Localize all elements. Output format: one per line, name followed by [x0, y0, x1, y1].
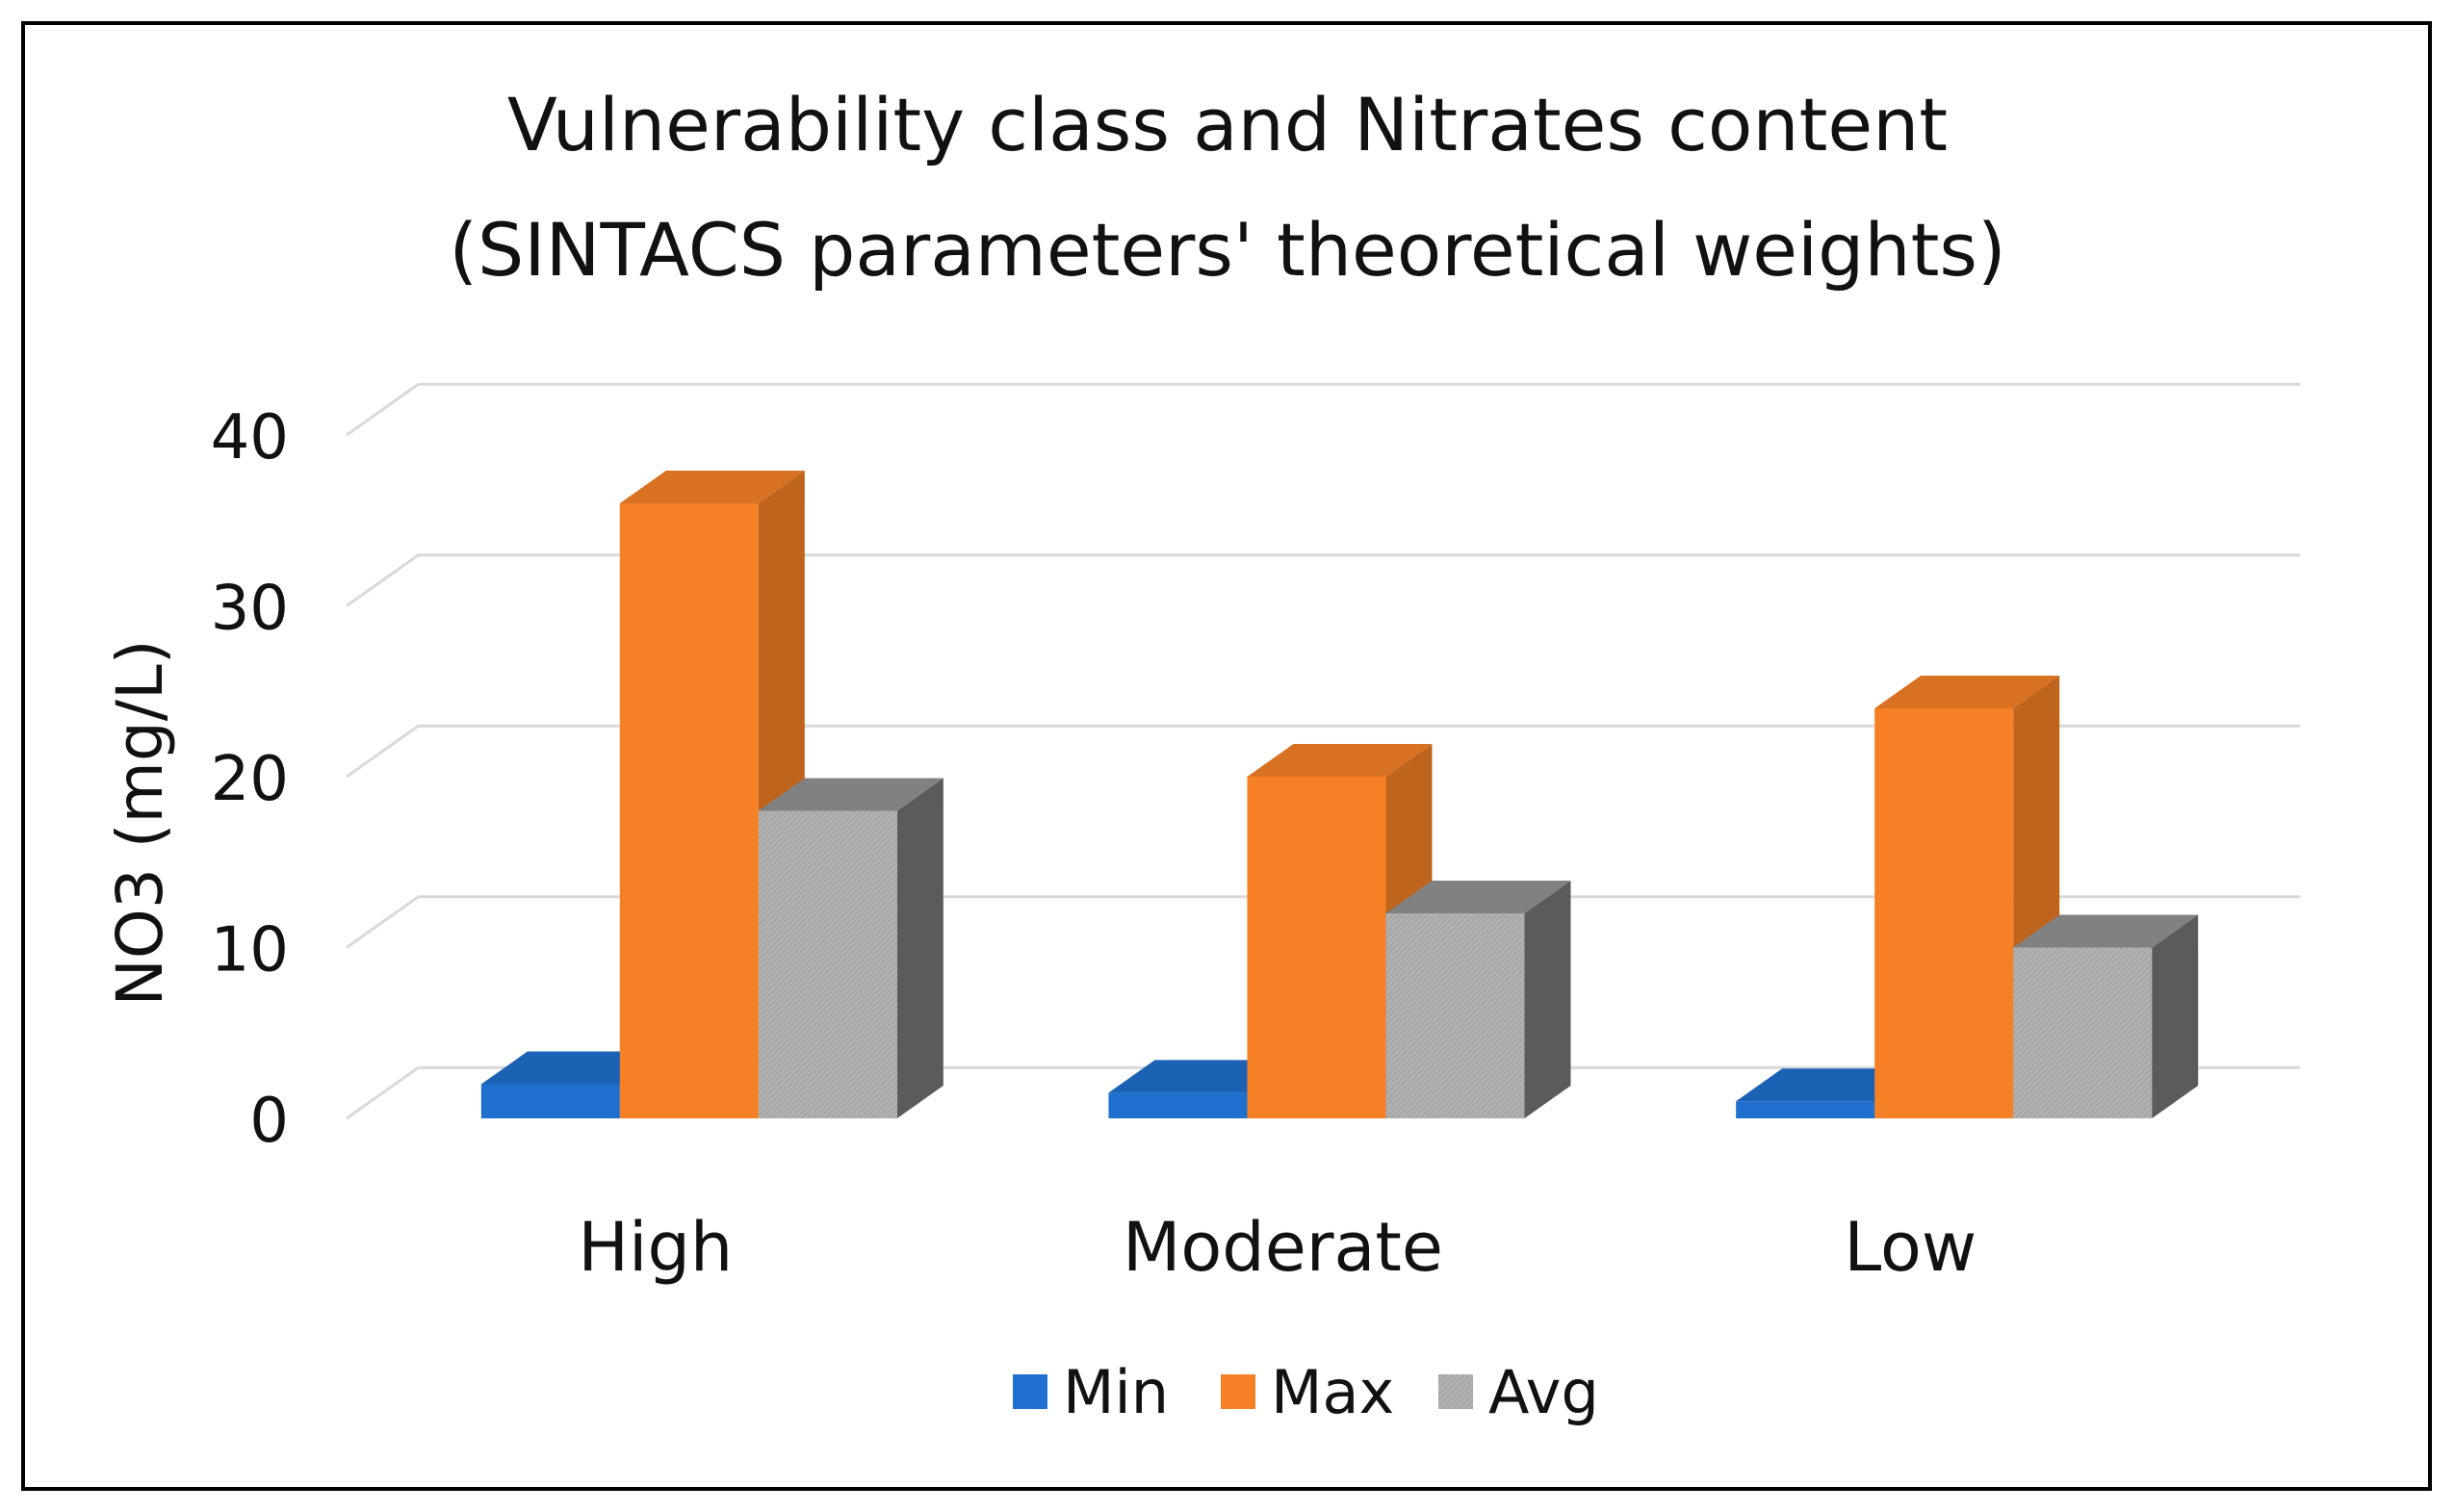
legend-item-avg: Avg	[1438, 1357, 1599, 1427]
x-tick-label: Low	[1844, 1208, 1977, 1287]
bar-front	[1385, 913, 1525, 1118]
bar-avg-low	[2013, 914, 2199, 1118]
bar-front	[1108, 1092, 1248, 1118]
bar-top	[619, 471, 805, 503]
bar-top	[1247, 744, 1433, 777]
y-tick-label: 40	[211, 402, 289, 474]
x-tick-label: High	[578, 1208, 733, 1287]
bar-front	[2013, 947, 2153, 1118]
grid-line-side	[346, 725, 420, 779]
legend-item-max: Max	[1221, 1357, 1394, 1427]
grid-line-side	[346, 1066, 420, 1120]
bar-front	[619, 503, 759, 1118]
bar-front	[1247, 777, 1386, 1118]
bar-front	[1874, 708, 2014, 1118]
bar-front	[758, 810, 897, 1118]
y-tick-label: 0	[249, 1086, 289, 1157]
bar-side	[2152, 914, 2199, 1118]
legend-swatch	[1438, 1374, 1473, 1409]
legend-label: Max	[1271, 1357, 1394, 1427]
chart-subtitle: (SINTACS parameters' theoretical weights…	[449, 207, 2006, 293]
y-tick-label: 30	[211, 574, 289, 645]
legend-label: Avg	[1488, 1357, 1599, 1427]
grid-line-side	[346, 895, 420, 949]
bar-top	[2013, 914, 2199, 948]
y-tick-label: 20	[211, 744, 289, 815]
x-tick-label: Moderate	[1123, 1208, 1443, 1287]
bar-front	[480, 1084, 620, 1118]
legend-label: Min	[1063, 1357, 1169, 1427]
bar-top	[1874, 676, 2060, 708]
chart-title: Vulnerability class and Nitrates content	[506, 82, 1949, 167]
bar-avg-high	[758, 778, 943, 1118]
y-tick-label: 10	[211, 915, 289, 987]
bar-side	[896, 778, 943, 1118]
y-axis-label: NO3 (mg/L)	[103, 640, 177, 1007]
bar-top	[1385, 881, 1571, 913]
legend-swatch	[1013, 1374, 1047, 1409]
grid-line-side	[346, 553, 420, 607]
grid-line-side	[346, 383, 420, 437]
bar-front	[1736, 1101, 1875, 1118]
legend-item-min: Min	[1013, 1357, 1169, 1427]
bar-max-high	[619, 471, 805, 1118]
bar-avg-moderate	[1385, 881, 1571, 1118]
legend-swatch	[1221, 1374, 1255, 1409]
bar-side	[1524, 881, 1571, 1118]
bar-top	[758, 778, 943, 811]
